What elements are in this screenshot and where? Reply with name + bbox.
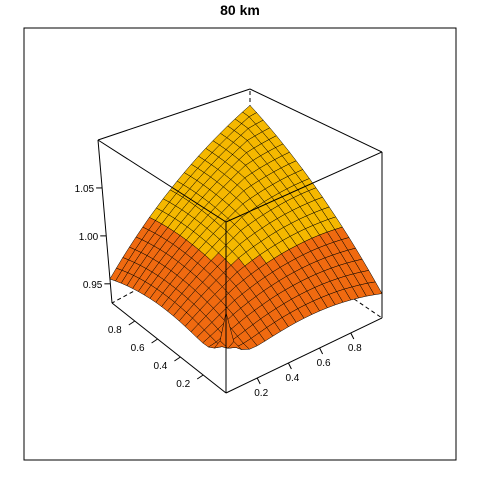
- z-tick-label: 1.05: [75, 184, 95, 195]
- x-tick-label: 0.8: [348, 343, 362, 354]
- box-edge: [249, 88, 383, 153]
- x-tick-label: 0.4: [285, 373, 299, 384]
- y-tick: [128, 320, 136, 326]
- x-tick-label: 0.6: [317, 358, 331, 369]
- x-tick: [319, 347, 324, 355]
- box-edge: [97, 88, 251, 141]
- chart-title: 80 km: [220, 2, 260, 18]
- box-edge: [97, 139, 227, 223]
- z-tick-label: 1.00: [79, 232, 99, 243]
- box-edge: [225, 151, 383, 223]
- x-tick: [256, 377, 261, 385]
- plot-frame: [23, 27, 457, 461]
- x-tick: [287, 362, 292, 370]
- box-front-edges: [97, 139, 383, 394]
- y-tick-label: 0.6: [131, 343, 145, 354]
- x-tick: [350, 332, 355, 340]
- y-tick: [174, 356, 181, 362]
- y-tick: [196, 374, 204, 380]
- y-tick: [151, 338, 158, 344]
- x-tick-label: 0.2: [254, 388, 268, 399]
- y-tick-label: 0.2: [176, 379, 190, 390]
- axes: 0.2 0.4 0.6 0.8 0.2 0.4 0.6 0.8 0.95 1.00 1.05: [75, 184, 363, 399]
- z-tick-label: 0.95: [83, 280, 103, 291]
- box-edge: [97, 139, 113, 304]
- y-tick-label: 0.4: [153, 361, 167, 372]
- y-tick-label: 0.8: [108, 325, 122, 336]
- surface-mesh: [109, 105, 383, 350]
- box-edge: [111, 302, 227, 394]
- surface-facet: [219, 312, 235, 349]
- box-edge: [225, 317, 383, 394]
